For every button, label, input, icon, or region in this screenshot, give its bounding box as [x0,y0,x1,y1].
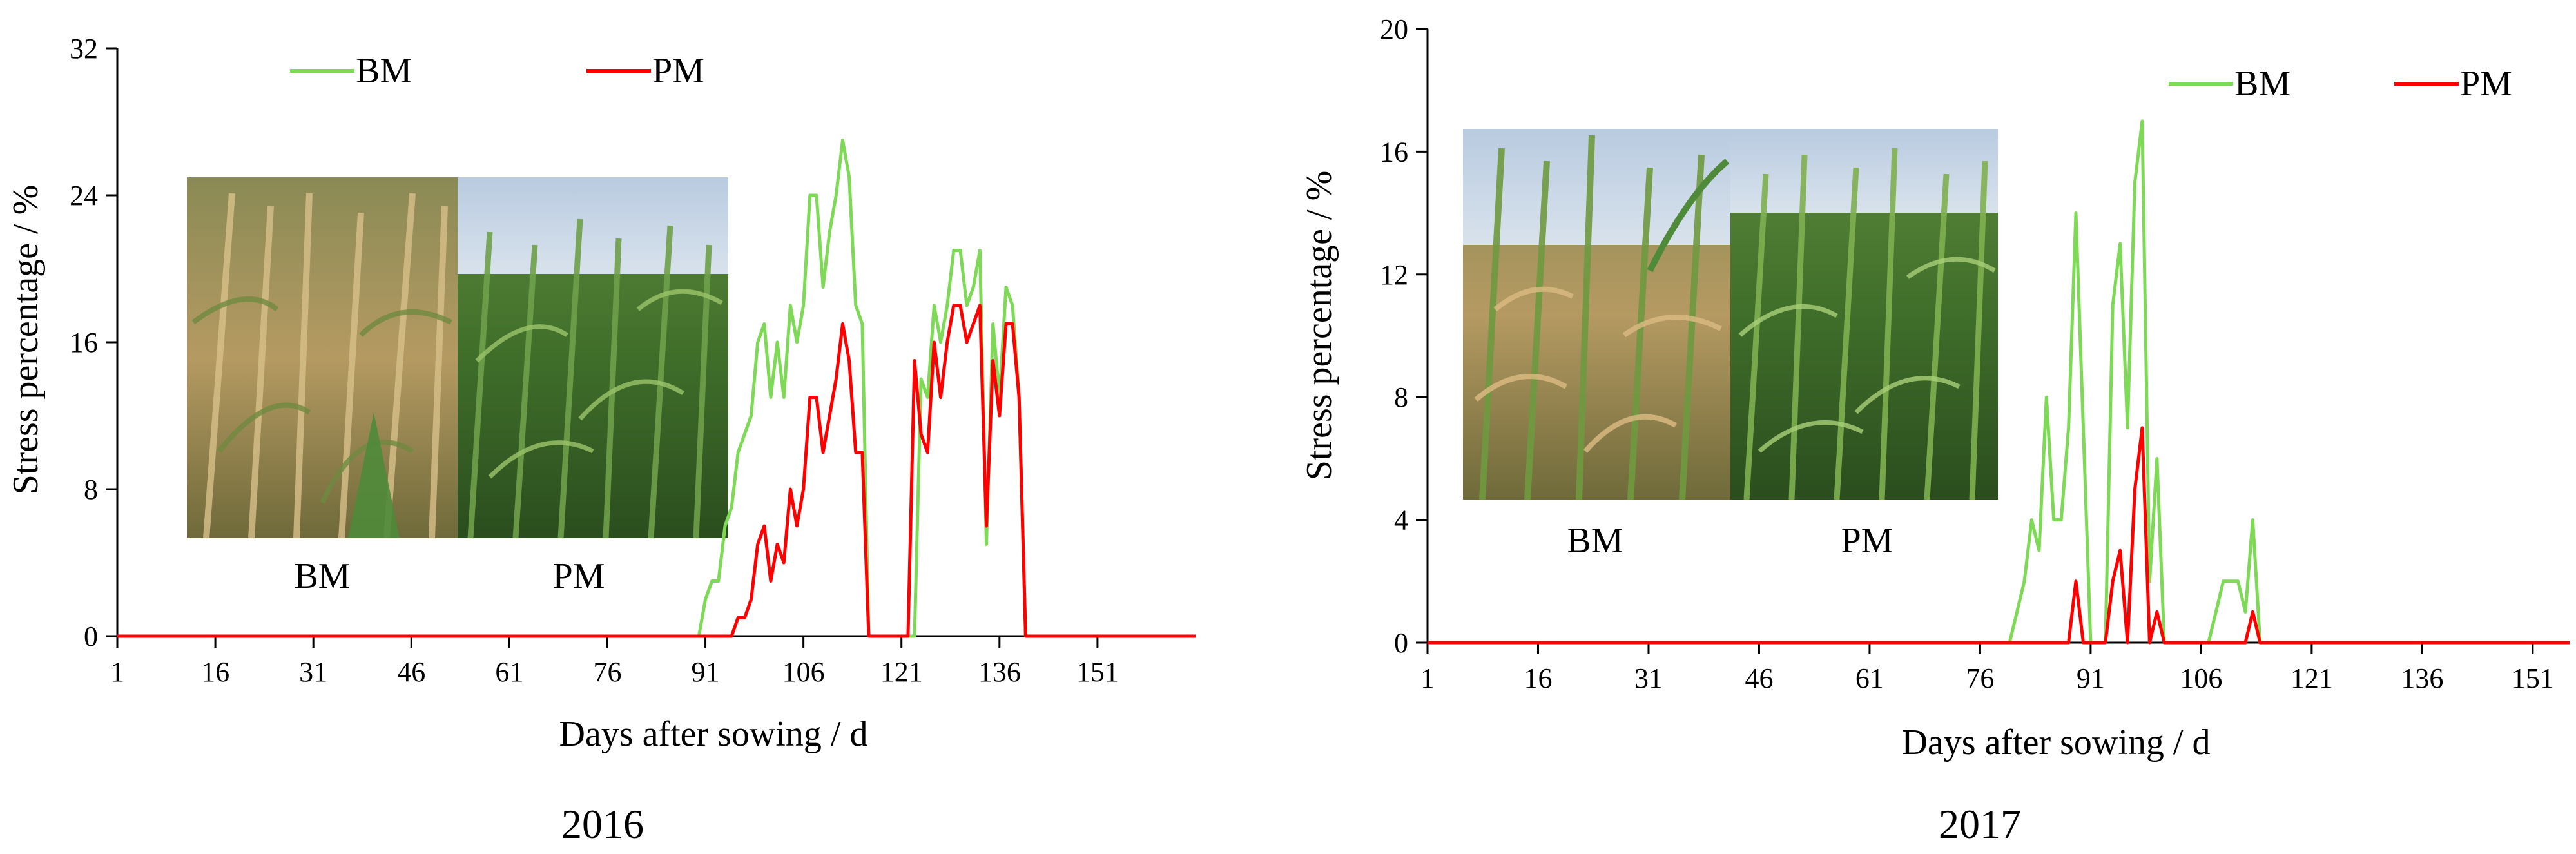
x-tick-label: 91 [2077,663,2105,694]
x-tick-label: 16 [201,656,229,688]
plot-area-2017: 0 4 8 12 16 20 1 16 31 46 61 76 91 106 121 136 151 [1380,14,2570,694]
legend-2016: BM PM [290,51,704,91]
x-tick-label: 151 [1076,656,1119,688]
y-tick-label: 8 [1394,382,1408,413]
y-tick-label: 16 [70,327,98,358]
x-axis-title-2016: Days after sowing / d [559,714,867,754]
y-tick-label: 0 [1394,627,1408,659]
plot-area-2016: 0 8 16 24 32 1 16 31 46 61 76 91 106 121 136 151 [70,33,1196,688]
x-tick-label: 151 [2512,663,2554,694]
series-line-pm [117,304,1196,638]
legend-2017: BM PM [2169,64,2512,104]
chart-title-2017: 2017 [1939,801,2021,847]
y-axis-title-2017: Stress percentage / % [1299,171,1339,480]
photo-label-bm: BM [1567,521,1623,561]
x-tick-label: 136 [2401,663,2443,694]
legend-pm-label: PM [2460,64,2512,104]
x-tick-label: 1 [110,656,124,688]
x-tick-label: 76 [593,656,621,688]
y-axis-title-2016: Stress percentage / % [6,185,46,494]
y-tick-label: 20 [1380,14,1408,45]
x-tick-label: 61 [495,656,523,688]
x-tick-label: 121 [880,656,923,688]
x-tick-label: 46 [397,656,425,688]
x-tick-label: 1 [1420,663,1435,694]
x-tick-label: 106 [2180,663,2222,694]
chart-2017: BM PM 0 4 8 12 16 20 1 16 31 46 61 76 91 106 121 136 151… [1299,14,2570,847]
y-tick-label: 12 [1380,259,1408,291]
legend-pm-label: PM [652,51,704,91]
photo-pm-2017 [1730,129,1998,500]
photo-label-pm: PM [553,556,605,596]
x-tick-label: 46 [1745,663,1773,694]
x-tick-label: 61 [1855,663,1884,694]
x-tick-label: 121 [2290,663,2333,694]
x-axis-title-2017: Days after sowing / d [1901,723,2210,762]
photo-bm-2016 [187,177,458,539]
photo-label-bm: BM [294,556,350,596]
y-tick-label: 8 [84,474,98,505]
y-tick-label: 24 [70,180,98,211]
y-tick-label: 16 [1380,136,1408,168]
chart-title-2016: 2016 [561,801,644,847]
x-tick-label: 31 [1634,663,1663,694]
series-line-pm [1428,426,2570,645]
x-tick-label: 91 [692,656,720,688]
x-tick-label: 31 [299,656,327,688]
legend-bm-label: BM [2234,64,2290,104]
legend-bm-label: BM [356,51,412,91]
photo-bm-2017 [1463,129,1730,500]
x-tick-label: 106 [782,656,825,688]
y-tick-label: 32 [70,33,98,64]
y-tick-label: 4 [1394,505,1408,536]
x-tick-label: 76 [1966,663,1994,694]
series-line-bm [1428,119,2570,645]
x-tick-label: 16 [1524,663,1552,694]
photo-label-pm: PM [1841,521,1893,561]
y-tick-label: 0 [84,621,98,652]
x-tick-label: 136 [978,656,1021,688]
photo-pm-2016 [458,177,728,539]
